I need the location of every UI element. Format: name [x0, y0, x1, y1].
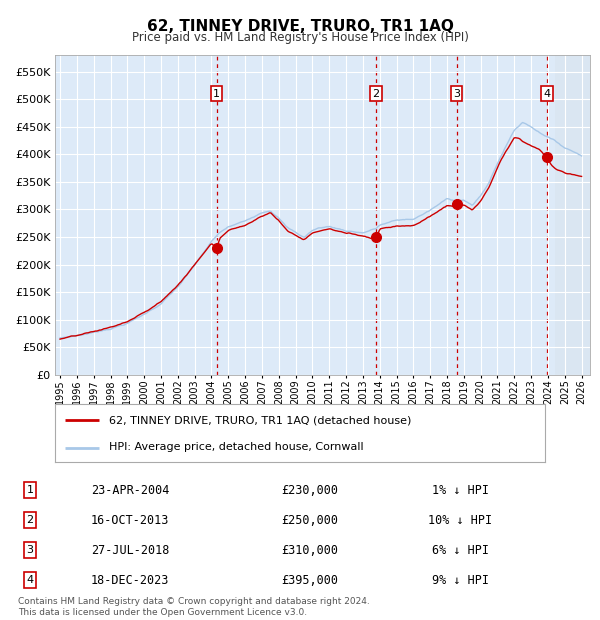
Text: 27-JUL-2018: 27-JUL-2018 [91, 544, 169, 557]
Text: 1: 1 [26, 485, 34, 495]
Text: 2: 2 [26, 515, 34, 525]
Text: Contains HM Land Registry data © Crown copyright and database right 2024.
This d: Contains HM Land Registry data © Crown c… [18, 598, 370, 617]
Text: 62, TINNEY DRIVE, TRURO, TR1 1AQ: 62, TINNEY DRIVE, TRURO, TR1 1AQ [146, 19, 454, 33]
Text: 62, TINNEY DRIVE, TRURO, TR1 1AQ (detached house): 62, TINNEY DRIVE, TRURO, TR1 1AQ (detach… [109, 415, 411, 425]
Text: £230,000: £230,000 [281, 484, 338, 497]
Text: 3: 3 [26, 545, 34, 555]
Bar [554, 55, 590, 375]
Text: 23-APR-2004: 23-APR-2004 [91, 484, 169, 497]
Text: 4: 4 [544, 89, 551, 99]
Text: Price paid vs. HM Land Registry's House Price Index (HPI): Price paid vs. HM Land Registry's House … [131, 31, 469, 44]
Text: £310,000: £310,000 [281, 544, 338, 557]
Text: 10% ↓ HPI: 10% ↓ HPI [428, 513, 492, 526]
Text: HPI: Average price, detached house, Cornwall: HPI: Average price, detached house, Corn… [109, 443, 364, 453]
Text: 16-OCT-2013: 16-OCT-2013 [91, 513, 169, 526]
Text: £395,000: £395,000 [281, 574, 338, 587]
Text: £250,000: £250,000 [281, 513, 338, 526]
Text: 1% ↓ HPI: 1% ↓ HPI [431, 484, 488, 497]
Bar [554, 55, 590, 375]
Text: 18-DEC-2023: 18-DEC-2023 [91, 574, 169, 587]
Text: 9% ↓ HPI: 9% ↓ HPI [431, 574, 488, 587]
Text: 6% ↓ HPI: 6% ↓ HPI [431, 544, 488, 557]
Text: 3: 3 [453, 89, 460, 99]
Text: 1: 1 [213, 89, 220, 99]
Text: 4: 4 [26, 575, 34, 585]
Text: 2: 2 [373, 89, 380, 99]
